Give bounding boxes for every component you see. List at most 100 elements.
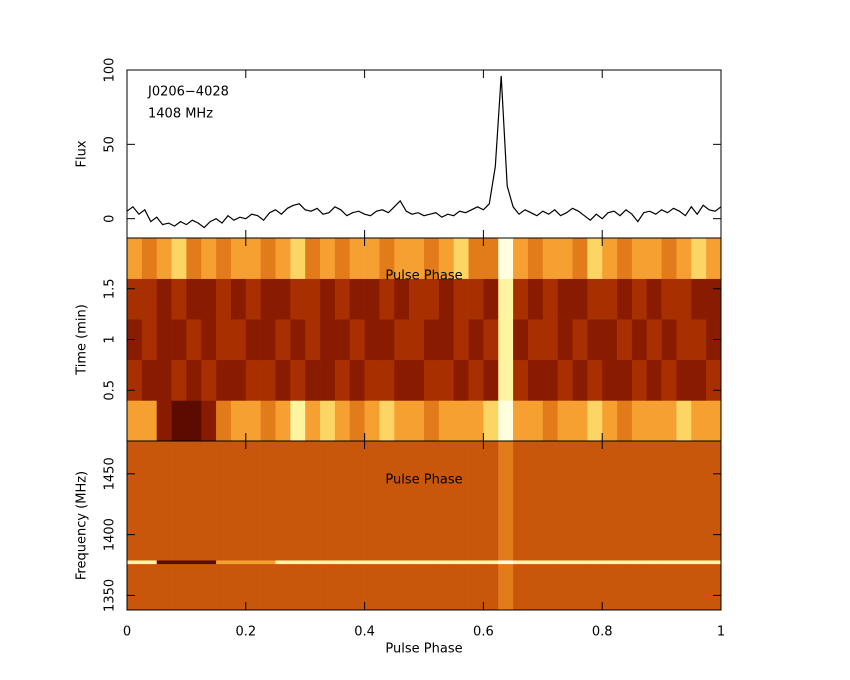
heatmap-cell [661,238,677,279]
heatmap-cell [171,400,187,442]
heatmap-cell [349,560,365,565]
heatmap-cell [290,441,306,561]
heatmap-cell [171,359,187,401]
heatmap-cell [438,563,454,611]
heatmap-cell [245,359,261,401]
heatmap-cell [498,319,514,361]
y-tick-label: 1350 [103,579,118,612]
y-tick-label: 1 [103,335,118,343]
x-tick-label: 1 [717,625,725,640]
heatmap-cell [661,563,677,611]
heatmap-cell [661,278,677,320]
heatmap-cell [186,441,202,561]
heatmap-cell [290,563,306,611]
heatmap-cell [453,359,469,401]
heatmap-cell [305,238,321,279]
heatmap-cell [661,560,677,565]
heatmap-cell [602,563,618,611]
heatmap-cell [572,319,588,361]
heatmap-cell [290,359,306,401]
heatmap-cell [631,319,648,361]
x-tick-label: 0.8 [592,625,613,640]
heatmap-cell [498,400,514,442]
heatmap-cell [379,319,395,361]
heatmap-cell [364,441,380,561]
heatmap-cell [691,400,707,442]
heatmap-cell [706,560,722,565]
heatmap-cell [201,400,217,442]
heatmap-cell [498,441,514,561]
heatmap-cell [676,560,692,565]
heatmap-cell [424,400,440,442]
heatmap-cell [706,441,722,561]
heatmap-cell [617,319,633,361]
heatmap-cell [394,563,410,611]
heatmap-cell [617,278,633,320]
heatmap-cell [379,560,395,565]
heatmap-cell [424,238,440,279]
heatmap-cell [127,441,143,561]
heatmap-cell [542,563,558,611]
heatmap-cell [394,560,410,565]
heatmap-cell [498,560,514,565]
heatmap-cell [364,359,380,401]
heatmap-cell [424,441,440,561]
heatmap-cell [676,359,692,401]
heatmap-cell [334,560,351,565]
heatmap-cell [275,560,291,565]
heatmap-cell [394,238,410,279]
heatmap-cell [706,278,722,320]
heatmap-cell [127,400,143,442]
heatmap-cell [498,359,514,401]
heatmap-cell [379,563,395,611]
heatmap-cell [602,359,618,401]
heatmap-cell [527,400,544,442]
heatmap-cell [186,319,202,361]
heatmap-cell [364,560,380,565]
heatmap-cell [349,359,365,401]
heatmap-cell [305,319,321,361]
heatmap-cell [409,563,425,611]
heatmap-cell [453,400,469,442]
heatmap-cell [691,560,707,565]
heatmap-cell [186,400,202,442]
heatmap-cell [201,563,217,611]
heatmap-cell [468,278,484,320]
heatmap-cell [409,278,425,320]
heatmap-cell [320,359,336,401]
heatmap-cell [364,400,380,442]
heatmap-cell [424,278,440,320]
heatmap-cell [156,278,172,320]
heatmap-cell [513,563,529,611]
heatmap-cell [349,238,365,279]
heatmap-cell [141,238,157,279]
heatmap-cell [216,238,232,279]
heatmap-cell [409,560,425,565]
heatmap-cell [602,560,618,565]
heatmap-cell [527,563,544,611]
heatmap-cell [409,238,425,279]
heatmap-cell [617,441,633,561]
heatmap-cell [305,278,321,320]
heatmap-cell [661,319,677,361]
heatmap-cell [453,441,469,561]
heatmap-cell [424,319,440,361]
heatmap-cell [542,560,558,565]
heatmap-cell [602,400,618,442]
heatmap-cell [542,319,558,361]
heatmap-cell [513,238,529,279]
heatmap-cell [438,238,454,279]
heatmap-cell [557,238,573,279]
heatmap-cell [587,563,603,611]
heatmap-cell [587,359,603,401]
heatmap-cell [186,563,202,611]
heatmap-cell [424,359,440,401]
heatmap-cell [364,238,380,279]
heatmap-cell [646,560,662,565]
heatmap-cell [141,400,157,442]
heatmap-cell [201,238,217,279]
heatmap-cell [572,441,588,561]
heatmap-cell [557,441,573,561]
heatmap-cell [186,238,202,279]
heatmap-cell [631,563,648,611]
